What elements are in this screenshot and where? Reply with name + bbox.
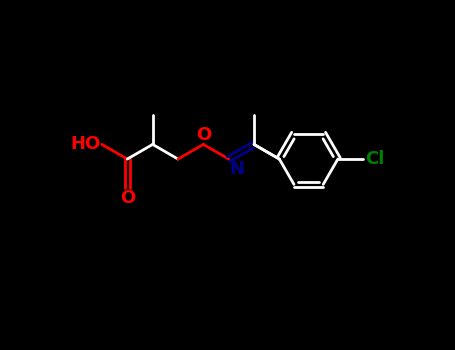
Text: Cl: Cl	[365, 150, 384, 168]
Text: O: O	[196, 126, 211, 144]
Text: O: O	[120, 189, 135, 207]
Text: HO: HO	[70, 135, 101, 153]
Text: N: N	[229, 160, 244, 178]
